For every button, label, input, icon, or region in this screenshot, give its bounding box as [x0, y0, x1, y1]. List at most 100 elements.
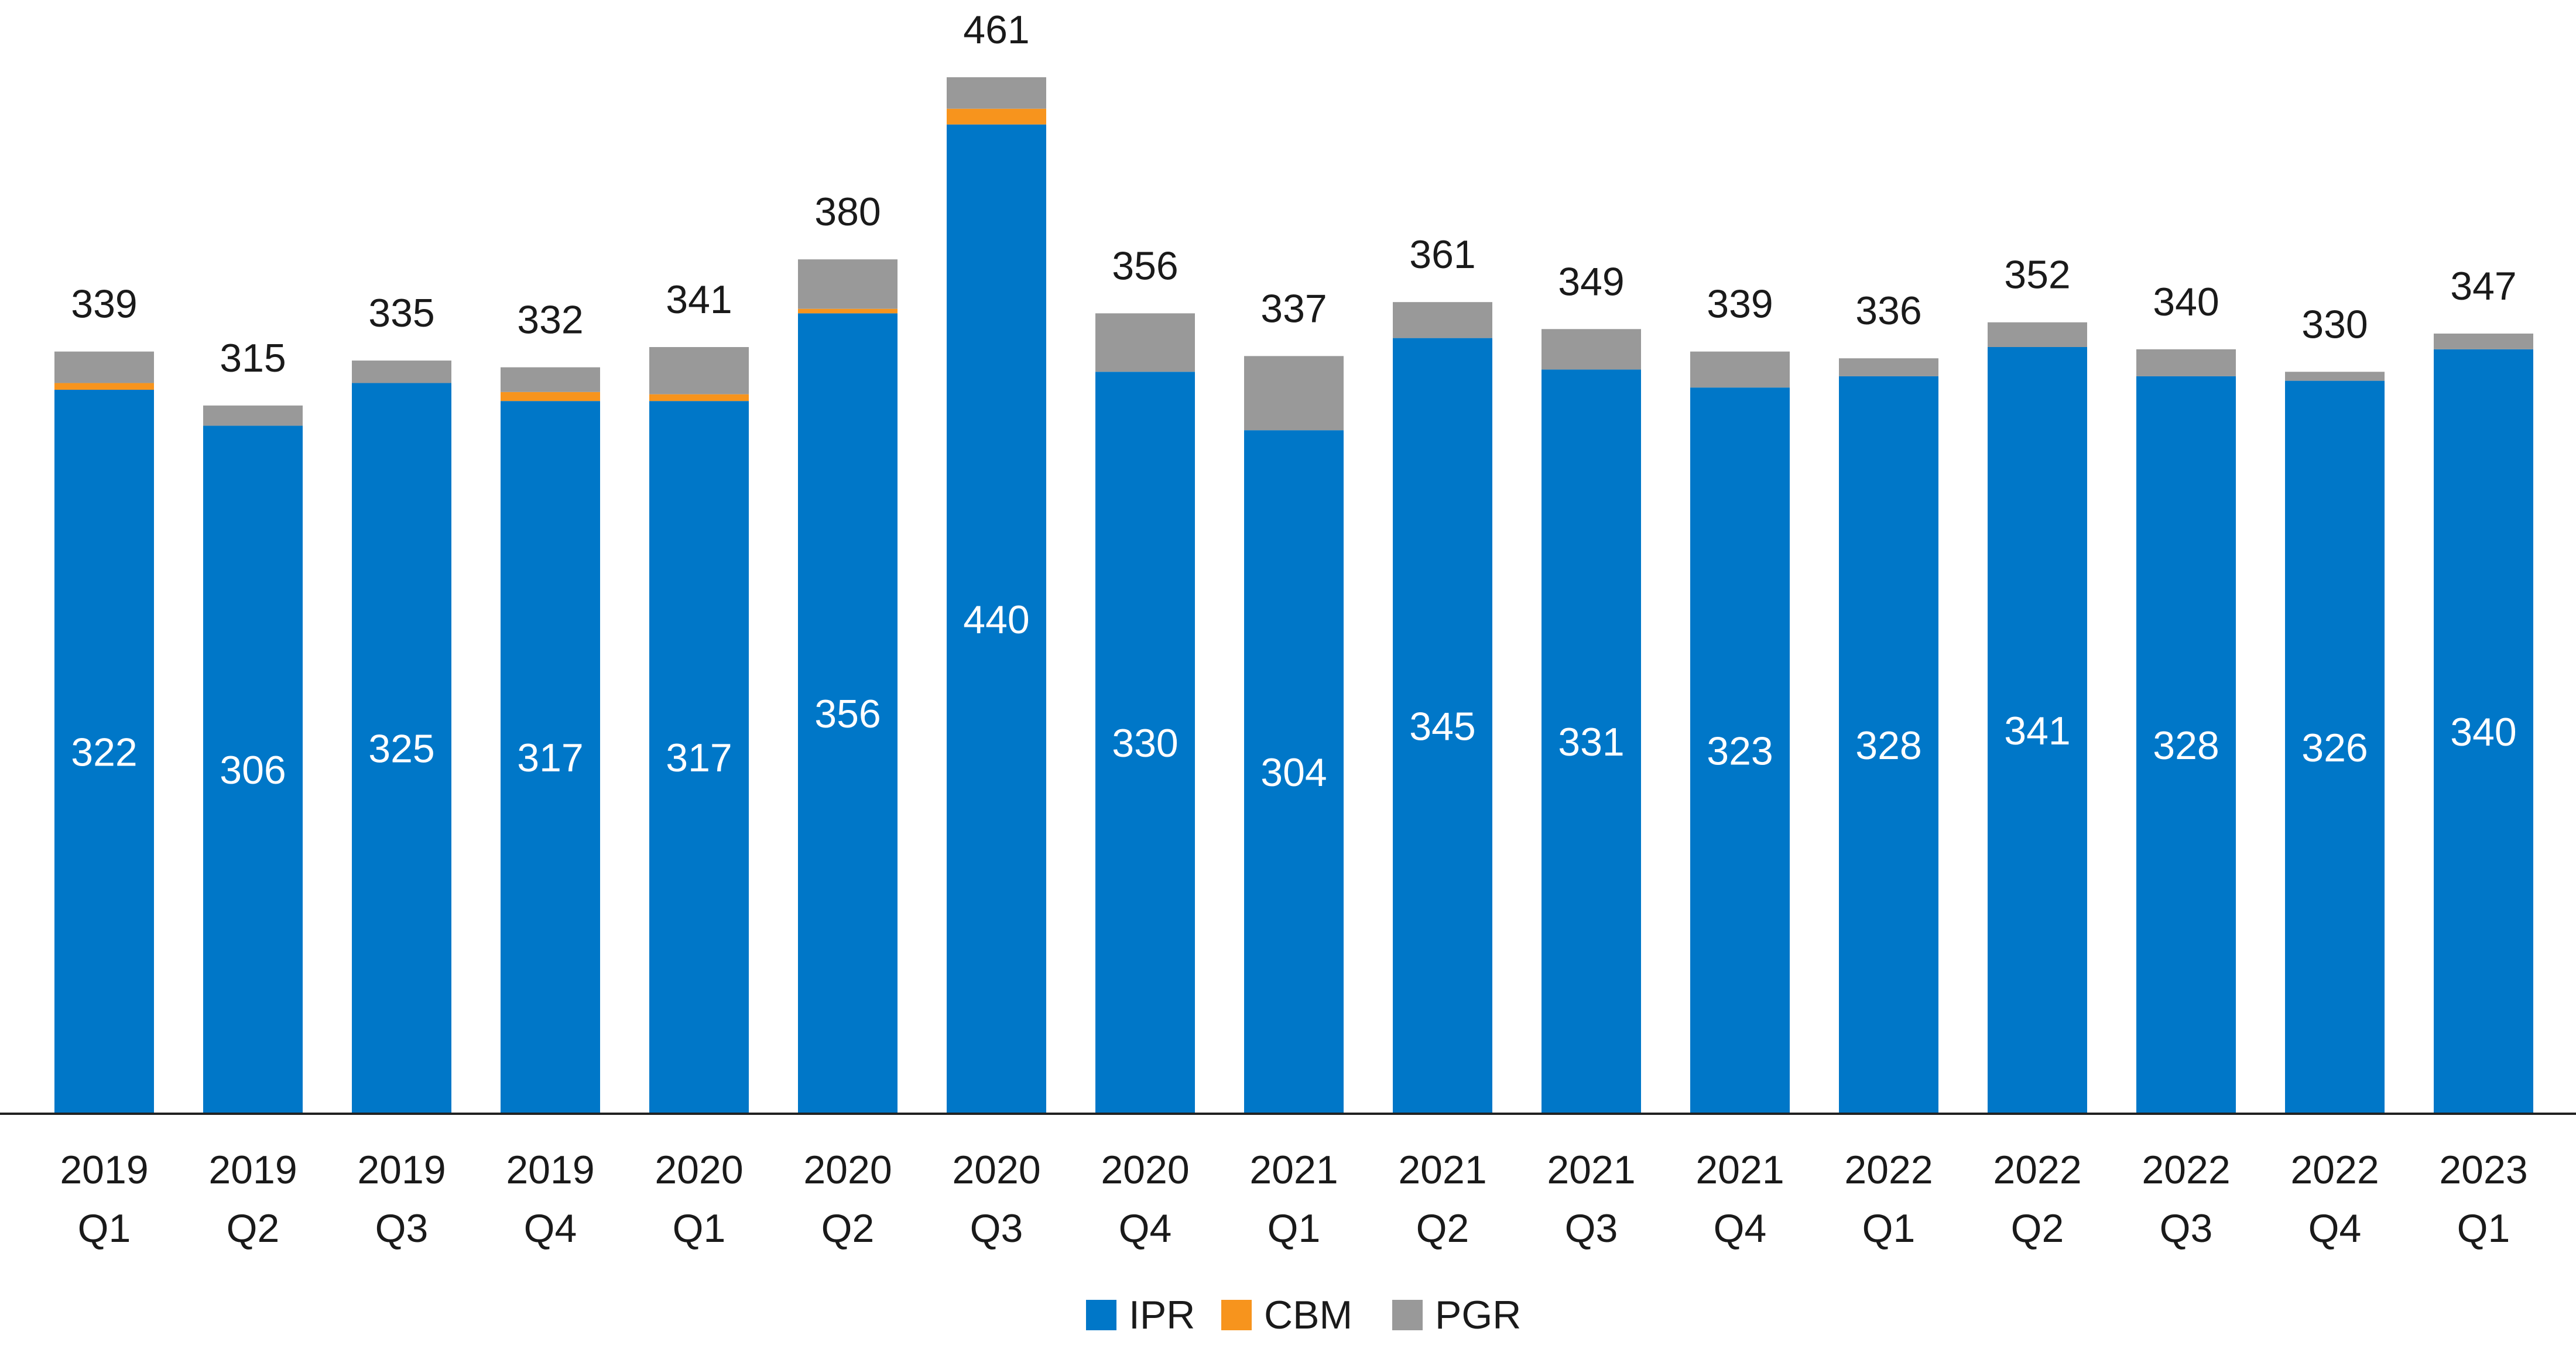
bar-pgr-17 — [2434, 334, 2533, 349]
x-tick-quarter: Q3 — [2160, 1206, 2213, 1251]
x-tick-year: 2019 — [60, 1148, 148, 1192]
x-tick-year: 2019 — [357, 1148, 446, 1192]
x-tick-quarter: Q3 — [1565, 1206, 1618, 1251]
bar-cbm-4 — [501, 392, 600, 401]
x-tick-year: 2021 — [1249, 1148, 1338, 1192]
total-label: 461 — [963, 8, 1029, 52]
legend: IPR CBM PGR — [1086, 1293, 1521, 1337]
bar-value-label: 330 — [1112, 721, 1178, 766]
bar-value-label: 340 — [2450, 710, 2516, 754]
bars-layer — [54, 77, 2533, 1114]
bar-value-label: 306 — [220, 748, 286, 792]
bar-pgr-6 — [798, 259, 898, 309]
bar-pgr-5 — [649, 347, 749, 394]
x-tick-quarter: Q4 — [1119, 1206, 1172, 1251]
x-tick-quarter: Q1 — [1268, 1206, 1321, 1251]
x-tick-year: 2020 — [803, 1148, 892, 1192]
x-tick-year: 2020 — [655, 1148, 743, 1192]
total-label: 347 — [2450, 264, 2516, 308]
total-label: 361 — [1409, 232, 1475, 277]
x-tick-quarter: Q1 — [2457, 1206, 2510, 1251]
bar-value-label: 304 — [1260, 750, 1327, 795]
total-label: 330 — [2301, 302, 2368, 346]
x-tick-labels-layer: 2019 Q1 2019 Q2 2019 Q3 2019 Q4 2020 Q1 2020 Q2 2020… — [60, 1148, 2527, 1251]
bar-value-label: 440 — [963, 598, 1029, 642]
bar-pgr-8 — [1095, 313, 1195, 372]
x-tick-year: 2023 — [2439, 1148, 2527, 1192]
bar-value-label: 317 — [517, 736, 583, 780]
bar-value-label: 326 — [2301, 726, 2368, 770]
legend-label-ipr: IPR — [1129, 1293, 1195, 1337]
legend-label-cbm: CBM — [1264, 1293, 1352, 1337]
x-tick-quarter: Q4 — [1714, 1206, 1767, 1251]
bar-cbm-1 — [54, 383, 154, 390]
total-label: 341 — [666, 277, 732, 322]
bar-pgr-14 — [1988, 322, 2087, 347]
x-tick-year: 2022 — [1844, 1148, 1933, 1192]
x-tick-year: 2022 — [2142, 1148, 2230, 1192]
x-tick-year: 2019 — [506, 1148, 594, 1192]
x-tick-quarter: Q3 — [375, 1206, 429, 1251]
legend-swatch-pgr — [1392, 1300, 1423, 1330]
bar-value-label: 323 — [1707, 729, 1773, 774]
bar-value-label: 328 — [1855, 723, 1921, 768]
bar-value-label: 356 — [814, 692, 881, 736]
bar-pgr-16 — [2285, 372, 2385, 380]
bar-pgr-11 — [1542, 329, 1641, 369]
total-label: 349 — [1558, 259, 1624, 304]
legend-label-pgr: PGR — [1435, 1293, 1521, 1337]
total-label: 335 — [368, 291, 434, 335]
total-label: 315 — [220, 336, 286, 380]
bar-cbm-5 — [649, 394, 749, 401]
bar-pgr-12 — [1690, 352, 1790, 387]
x-tick-quarter: Q2 — [821, 1206, 875, 1251]
x-tick-year: 2021 — [1398, 1148, 1486, 1192]
bar-cbm-7 — [947, 109, 1046, 125]
total-label: 340 — [2153, 280, 2219, 324]
bar-value-label: 341 — [2004, 709, 2070, 753]
bar-value-label: 322 — [71, 730, 137, 774]
bar-pgr-9 — [1244, 356, 1344, 430]
total-label: 337 — [1260, 286, 1327, 331]
x-tick-year: 2020 — [952, 1148, 1040, 1192]
x-tick-quarter: Q1 — [673, 1206, 726, 1251]
bar-pgr-1 — [54, 352, 154, 383]
bar-value-label: 325 — [368, 727, 434, 771]
x-tick-quarter: Q3 — [970, 1206, 1023, 1251]
bar-pgr-3 — [352, 361, 451, 383]
total-label: 356 — [1112, 243, 1178, 288]
total-label: 380 — [814, 190, 881, 234]
total-label: 339 — [71, 282, 137, 327]
bar-value-label: 345 — [1409, 704, 1475, 749]
x-tick-year: 2020 — [1101, 1148, 1189, 1192]
x-tick-year: 2019 — [208, 1148, 297, 1192]
bar-pgr-10 — [1393, 302, 1492, 338]
bar-value-label: 317 — [666, 736, 732, 780]
bar-pgr-2 — [203, 406, 303, 426]
bar-pgr-15 — [2136, 349, 2236, 376]
bar-cbm-6 — [798, 309, 898, 314]
x-tick-quarter: Q4 — [524, 1206, 577, 1251]
x-tick-quarter: Q1 — [1862, 1206, 1916, 1251]
total-label: 339 — [1707, 282, 1773, 327]
bar-pgr-13 — [1839, 358, 1938, 376]
total-label: 332 — [517, 298, 583, 342]
total-label: 352 — [2004, 253, 2070, 297]
x-tick-quarter: Q4 — [2308, 1206, 2362, 1251]
x-tick-quarter: Q2 — [227, 1206, 280, 1251]
bar-value-label: 328 — [2153, 723, 2219, 768]
x-tick-quarter: Q2 — [1416, 1206, 1469, 1251]
x-tick-quarter: Q2 — [2011, 1206, 2064, 1251]
bar-pgr-7 — [947, 77, 1046, 109]
x-tick-year: 2022 — [1993, 1148, 2081, 1192]
total-label: 336 — [1855, 289, 1921, 333]
bar-value-label: 331 — [1558, 720, 1624, 764]
legend-swatch-ipr — [1086, 1300, 1116, 1330]
x-tick-quarter: Q1 — [78, 1206, 131, 1251]
bar-pgr-4 — [501, 368, 600, 392]
x-tick-year: 2021 — [1547, 1148, 1635, 1192]
x-tick-year: 2022 — [2290, 1148, 2379, 1192]
x-tick-year: 2021 — [1695, 1148, 1784, 1192]
